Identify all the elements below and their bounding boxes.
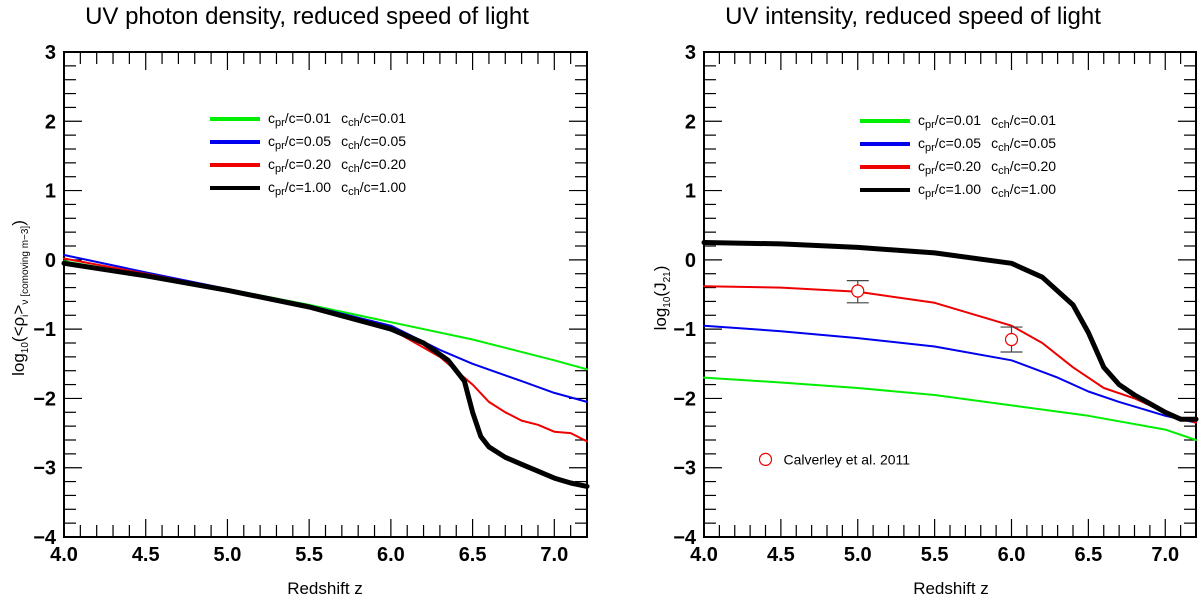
right-legend-label-3: cpr/c=0.20 cch/c=0.20 — [918, 158, 1056, 177]
left-x-tick-label: 4.0 — [50, 544, 78, 566]
right-marker-legend-label: Calverley et al. 2011 — [784, 451, 911, 467]
right-data-point-1 — [851, 284, 865, 298]
left-legend-label-3: cpr/c=0.20 cch/c=0.20 — [268, 156, 406, 175]
right-x-tick-label: 6.5 — [1074, 544, 1102, 566]
right-legend-label-1: cpr/c=0.01 cch/c=0.01 — [918, 112, 1056, 131]
right-x-tick-label: 5.5 — [921, 544, 949, 566]
right-x-tick-label: 4.0 — [690, 544, 718, 566]
left-x-axis-label: Redshift z — [287, 579, 363, 598]
right-chart-title: UV intensity, reduced speed of light — [725, 3, 1101, 30]
left-y-tick-label: −2 — [33, 388, 56, 410]
left-legend-label-4: cpr/c=1.00 cch/c=1.00 — [268, 179, 406, 198]
left-plot-area: 4.0 4.5 5.0 5.5 6.0 6.5 7.0 −4 −3 −2 −1 0 1 2 3 cpr/c=0… — [33, 42, 590, 566]
right-y-tick-label: −1 — [673, 319, 696, 341]
right-marker-legend-symbol — [758, 452, 773, 466]
right-y-tick-label: 0 — [685, 250, 696, 272]
left-y-tick-label: 0 — [45, 250, 56, 272]
left-y-tick-label: 3 — [45, 42, 56, 64]
right-series-line-4 — [701, 240, 1199, 422]
left-y-tick-label: −1 — [33, 319, 56, 341]
right-y-tick-label: −4 — [673, 527, 697, 549]
left-x-tick-label: 6.0 — [377, 544, 405, 566]
right-y-tick-label: 3 — [685, 42, 696, 64]
left-x-tick-label: 5.0 — [214, 544, 242, 566]
left-legend-label-1: cpr/c=0.01 cch/c=0.01 — [268, 110, 406, 129]
right-series-line-2 — [703, 324, 1197, 424]
right-panel: UV intensity, reduced speed of light 4.0… — [651, 3, 1199, 598]
left-y-axis-label: log10(<ρi>ν[comoving m−3]) — [9, 220, 31, 376]
right-x-tick-label: 5.0 — [844, 544, 872, 566]
right-x-axis-label: Redshift z — [913, 579, 989, 598]
right-x-tick-label: 6.0 — [998, 544, 1026, 566]
right-y-tick-label: −2 — [673, 388, 696, 410]
right-legend-label-4: cpr/c=1.00 cch/c=1.00 — [918, 181, 1056, 200]
left-series-line-3 — [63, 257, 588, 443]
right-y-tick-label: 2 — [685, 111, 696, 133]
right-x-tick-label: 4.5 — [767, 544, 795, 566]
right-y-tick-label: 1 — [685, 181, 696, 203]
left-x-tick-label: 4.5 — [132, 544, 160, 566]
left-panel: UV photon density, reduced speed of ligh… — [9, 3, 590, 598]
left-series-line-4 — [61, 260, 590, 489]
left-x-tick-label: 7.0 — [540, 544, 568, 566]
right-plot-area: 4.0 4.5 5.0 5.5 6.0 6.5 7.0 −4 −3 −2 −1 0 1 2 3 cpr/c=0… — [673, 42, 1199, 566]
right-data-point-2 — [1004, 332, 1019, 347]
left-y-tick-label: −3 — [33, 458, 56, 480]
right-series-line-1 — [703, 376, 1197, 441]
left-x-tick-label: 6.5 — [459, 544, 487, 566]
right-legend-label-2: cpr/c=0.05 cch/c=0.05 — [918, 135, 1056, 154]
left-legend-label-2: cpr/c=0.05 cch/c=0.05 — [268, 133, 406, 152]
right-y-tick-label: −3 — [673, 458, 696, 480]
left-y-tick-label: −4 — [33, 527, 57, 549]
left-y-tick-label: 1 — [45, 181, 56, 203]
left-chart-title: UV photon density, reduced speed of ligh… — [85, 3, 529, 30]
right-y-axis-label: log10(J21) — [651, 266, 673, 331]
left-y-tick-label: 2 — [45, 111, 56, 133]
left-x-tick-label: 5.5 — [295, 544, 323, 566]
right-x-tick-label: 7.0 — [1151, 544, 1179, 566]
